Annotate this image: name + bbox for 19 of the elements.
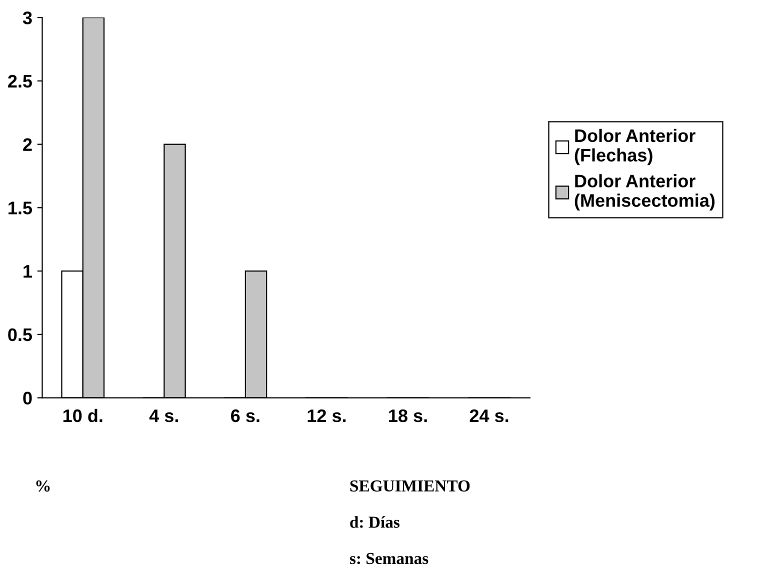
x-tick-label: 24 s. xyxy=(470,409,508,422)
x-tick-label: 18 s. xyxy=(389,409,427,422)
x-tick-label: 10 d. xyxy=(63,408,102,422)
y-tick-label: 1.5 xyxy=(8,202,32,214)
y-tick-label: 3 xyxy=(22,11,32,24)
x-tick-label: 6 s. xyxy=(231,409,260,422)
text: % xyxy=(36,480,50,492)
legend-label: Dolor Anterior (Flechas) xyxy=(574,128,696,166)
text: s: Semanas xyxy=(350,552,428,564)
text: SEGUIMIENTO xyxy=(350,480,470,492)
legend-label: Dolor Anterior (Meniscectomia) xyxy=(574,174,715,210)
y-tick-label: 1 xyxy=(24,265,32,278)
text: d: Días xyxy=(350,516,400,528)
x-tick-label: 12 s. xyxy=(308,409,346,422)
y-tick-label: 0 xyxy=(23,392,32,405)
x-tick-label: 4 s. xyxy=(149,410,178,422)
y-tick-label: 2.5 xyxy=(8,74,32,88)
y-tick-label: 0.5 xyxy=(8,328,32,342)
y-tick-label: 2 xyxy=(23,138,32,151)
